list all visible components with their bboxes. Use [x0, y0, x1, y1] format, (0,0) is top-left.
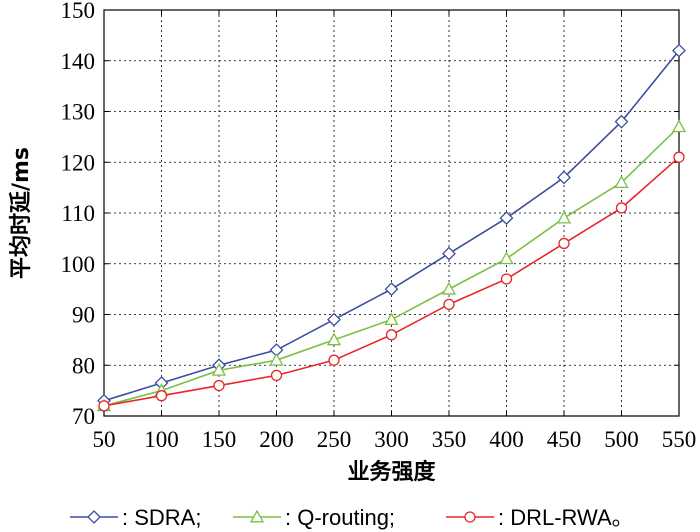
data-point	[98, 400, 110, 412]
y-tick-label: 110	[61, 201, 95, 226]
data-point	[326, 332, 342, 346]
legend-label: : Q-routing;	[285, 505, 395, 530]
y-axis-title: 平均时延/ms	[8, 147, 34, 279]
x-tick-label: 200	[259, 427, 294, 452]
grid	[104, 10, 679, 416]
data-point	[269, 352, 284, 366]
data-point	[558, 237, 570, 250]
series-group	[96, 43, 687, 412]
data-point	[499, 251, 514, 265]
data-point	[614, 114, 629, 129]
legend-label: : DRL-RWA。	[498, 505, 634, 530]
y-tick-label: 90	[72, 303, 95, 328]
x-tick-label: 150	[202, 427, 237, 452]
legend-marker	[464, 511, 476, 523]
data-point	[500, 273, 513, 285]
data-point	[270, 369, 283, 382]
data-point	[442, 246, 456, 261]
data-point	[443, 298, 455, 311]
data-point	[155, 390, 168, 402]
x-tick-label: 400	[489, 427, 524, 452]
legend-marker	[249, 509, 265, 523]
series-triangle	[96, 119, 687, 412]
y-tick-label: 120	[61, 150, 96, 175]
x-tick-label: 550	[662, 427, 697, 452]
data-point	[673, 151, 685, 163]
y-tick-label: 70	[72, 404, 95, 429]
legend-marker	[87, 510, 101, 524]
x-axis-title: 业务强度	[347, 459, 436, 485]
x-tick-label: 500	[604, 427, 639, 452]
data-point	[556, 210, 572, 224]
y-tick-label: 130	[61, 100, 96, 125]
legend: : SDRA; : Q-routing; : DRL-RWA。	[70, 505, 634, 530]
data-point	[671, 119, 687, 133]
x-tick-label: 250	[317, 427, 352, 452]
data-point	[327, 312, 341, 327]
data-point	[672, 43, 686, 58]
series-circle	[98, 151, 685, 412]
data-point	[614, 175, 629, 189]
data-point	[557, 170, 571, 185]
data-point	[384, 312, 399, 326]
legend-label: : SDRA;	[122, 505, 201, 530]
x-tick-label: 100	[144, 427, 179, 452]
data-point	[384, 282, 399, 297]
y-tick-label: 80	[72, 353, 95, 378]
data-point	[499, 211, 514, 225]
series-diamond	[97, 43, 686, 408]
x-tick-label: 450	[547, 427, 582, 452]
x-tick-label: 300	[374, 427, 409, 452]
data-point	[385, 329, 398, 341]
y-tick-label: 100	[61, 252, 96, 277]
axis-ticks: 50 100 150 200 250 300 350 400 450 500 550 70 80 90 10…	[61, 0, 697, 452]
data-point	[328, 354, 340, 366]
y-tick-label: 140	[61, 49, 96, 74]
data-point	[211, 362, 227, 376]
data-point	[441, 281, 457, 295]
x-tick-label: 350	[432, 427, 467, 452]
data-point	[213, 379, 225, 392]
x-tick-label: 50	[93, 427, 116, 452]
y-tick-label: 150	[61, 0, 96, 23]
data-point	[615, 202, 628, 214]
